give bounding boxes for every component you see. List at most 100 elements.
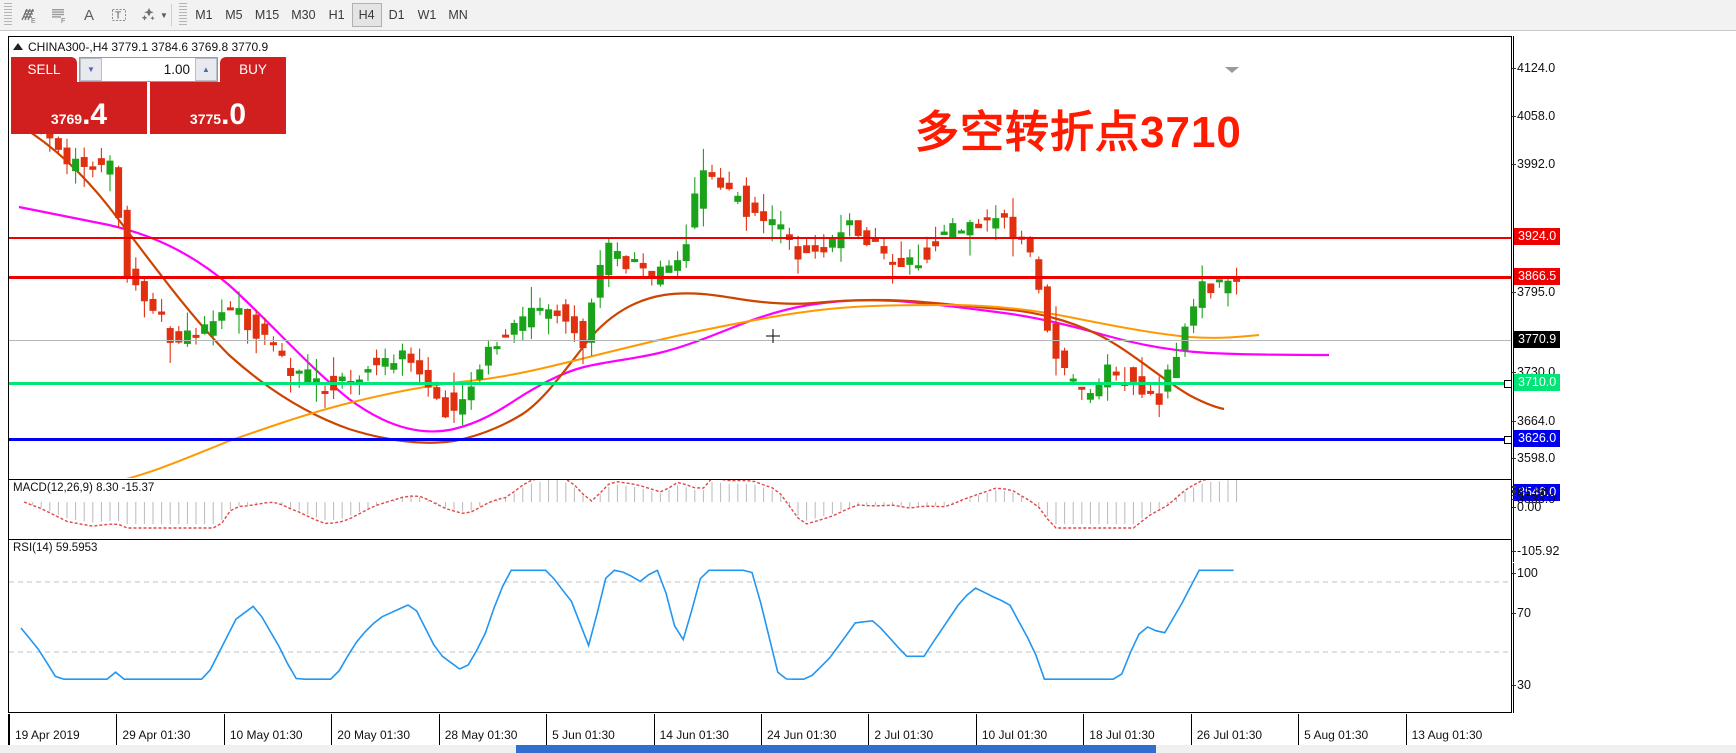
sell-quote[interactable]: 3769.4 [11, 82, 147, 134]
svg-text:T: T [115, 11, 121, 22]
macd-axis-line [1513, 502, 1514, 562]
time-axis-label: 13 Aug 01:30 [1411, 728, 1483, 742]
timeframe-d1[interactable]: D1 [388, 8, 405, 22]
time-axis-label: 5 Aug 01:30 [1304, 728, 1369, 742]
time-axis-label: 10 May 01:30 [229, 728, 303, 742]
time-axis-label: 2 Jul 01:30 [874, 728, 934, 742]
rsi-line [9, 569, 1511, 680]
chevron-down-icon[interactable]: ▼ [160, 10, 168, 20]
time-axis-label: 26 Jul 01:30 [1196, 728, 1263, 742]
time-axis-divider [1298, 714, 1300, 753]
chart-frame[interactable]: CHINA300-,H4 3779.1 3784.6 3769.8 3770.9… [8, 36, 1512, 713]
price-pane[interactable]: CHINA300-,H4 3779.1 3784.6 3769.8 3770.9… [9, 37, 1511, 478]
timeframe-w1[interactable]: W1 [417, 8, 437, 22]
timeframe-m30[interactable]: M30 [291, 8, 316, 22]
price-tick-4058: 4058.0 [1511, 109, 1556, 123]
candlestick-layer [18, 78, 1330, 478]
toolbar-divider [170, 4, 172, 26]
svg-text:E: E [31, 18, 36, 24]
timeframe-m15[interactable]: M15 [254, 8, 280, 22]
time-axis-label: 14 Jun 01:30 [659, 728, 729, 742]
price-tick-3664: 3664.0 [1511, 414, 1556, 428]
horizontal-scrollbar-thumb[interactable] [516, 745, 1156, 753]
time-axis-label: 19 Apr 2019 [15, 728, 80, 742]
macd-tick-zero: 0.00 [1511, 500, 1542, 514]
price-badge-3866[interactable]: 3866.5 [1514, 268, 1561, 285]
time-axis-label: 29 Apr 01:30 [122, 728, 191, 742]
sell-quote-integer: 3769 [50, 111, 83, 127]
level-line-3710[interactable] [9, 380, 1511, 388]
main-toolbar: E F A T ▼ M1 M5 M15 M30 H1 [0, 0, 1736, 31]
time-axis-divider [1083, 714, 1085, 753]
time-axis-divider [9, 714, 10, 753]
timeframe-h1[interactable]: H1 [328, 8, 345, 22]
buy-quote-decimal: .0 [221, 98, 247, 131]
price-badge-3710[interactable]: 3710.0 [1514, 374, 1561, 391]
chart-scroll-indicator-icon[interactable] [1225, 67, 1239, 73]
buy-quote-integer: 3775 [189, 111, 222, 127]
price-tick-3992: 3992.0 [1511, 157, 1556, 171]
time-axis-divider [1405, 714, 1407, 753]
time-axis-label: 28 May 01:30 [444, 728, 518, 742]
level-handle-3626[interactable] [1504, 436, 1511, 444]
level-line-3924[interactable] [9, 237, 1511, 239]
rsi-pane[interactable]: RSI(14) 59.5953 [9, 539, 1511, 712]
objects-icon[interactable] [134, 2, 164, 28]
time-axis-divider [116, 714, 118, 753]
price-badge-3546[interactable]: 3546.0 [1514, 484, 1561, 501]
time-axis[interactable]: 19 Apr 2019 29 Apr 01:30 10 May 01:30 20 Ma… [8, 714, 1512, 753]
price-tick-4124: 4124.0 [1511, 61, 1556, 75]
time-axis-label: 18 Jul 01:30 [1089, 728, 1155, 742]
chart-annotation-text: 多空转折点3710 [915, 108, 1242, 157]
time-axis-divider [331, 714, 333, 753]
price-badge-current: 3770.9 [1514, 331, 1561, 348]
toolbar-grip[interactable] [4, 3, 12, 27]
volume-input[interactable]: ▼ 1.00 ▲ [79, 57, 218, 82]
timeframe-grip[interactable] [178, 3, 187, 27]
buy-quote[interactable]: 3775.0 [150, 82, 286, 134]
rsi-axis-line [1513, 563, 1514, 713]
timeframe-h4[interactable]: H4 [351, 3, 382, 27]
volume-value[interactable]: 1.00 [102, 58, 195, 81]
text-label-icon[interactable]: A [83, 6, 94, 24]
price-tick-3795: 3795.0 [1511, 285, 1556, 299]
volume-increase-button[interactable]: ▲ [195, 58, 217, 81]
macd-tick-max: 61.86 [1511, 485, 1549, 499]
macd-pane[interactable]: MACD(12,26,9) 8.30 -15.37 [9, 479, 1511, 539]
rsi-tick-30: 30 [1512, 678, 1531, 692]
svg-text:F: F [61, 18, 65, 24]
timeframe-mn[interactable]: MN [448, 8, 468, 22]
collapse-triangle-icon[interactable] [13, 43, 23, 50]
rsi-tick-70: 70 [1512, 606, 1531, 620]
level-handle-3710[interactable] [1504, 380, 1511, 388]
crosshair-cursor [766, 329, 780, 343]
price-axis-line [1513, 36, 1514, 502]
macd-histogram [23, 480, 1238, 529]
macd-tick-min: -105.92 [1511, 544, 1560, 558]
templates-icon[interactable]: F [44, 2, 74, 28]
one-click-trade-panel[interactable]: SELL ▼ 1.00 ▲ BUY 3769.4 3775.0 [11, 57, 286, 134]
price-axis[interactable]: 4124.0 4058.0 3992.0 3924.0 3866.5 3795.… [1511, 36, 1736, 713]
text-box-icon[interactable]: T [104, 2, 134, 28]
volume-decrease-button[interactable]: ▼ [80, 58, 102, 81]
level-line-current-price [9, 340, 1511, 341]
price-tick-3598: 3598.0 [1511, 451, 1556, 465]
buy-button[interactable]: BUY [220, 57, 286, 82]
time-axis-label: 20 May 01:30 [337, 728, 410, 742]
time-axis-divider [438, 714, 440, 753]
timeframe-m5[interactable]: M5 [225, 8, 243, 22]
time-axis-divider [223, 714, 225, 753]
level-line-3626[interactable] [9, 436, 1511, 444]
time-axis-divider [546, 714, 548, 753]
price-badge-3626[interactable]: 3626.0 [1514, 430, 1561, 447]
chart-symbol-header: CHINA300-,H4 3779.1 3784.6 3769.8 3770.9 [13, 40, 268, 54]
time-axis-label: 24 Jun 01:30 [767, 728, 837, 742]
price-badge-3924[interactable]: 3924.0 [1514, 228, 1561, 245]
timeframe-m1[interactable]: M1 [195, 8, 213, 22]
indicators-icon[interactable]: E [14, 2, 44, 28]
time-axis-divider [761, 714, 762, 753]
level-line-3866[interactable] [9, 276, 1511, 279]
sell-quote-decimal: .4 [82, 98, 108, 131]
sell-button[interactable]: SELL [11, 57, 77, 82]
rsi-tick-100: 100 [1512, 566, 1538, 580]
